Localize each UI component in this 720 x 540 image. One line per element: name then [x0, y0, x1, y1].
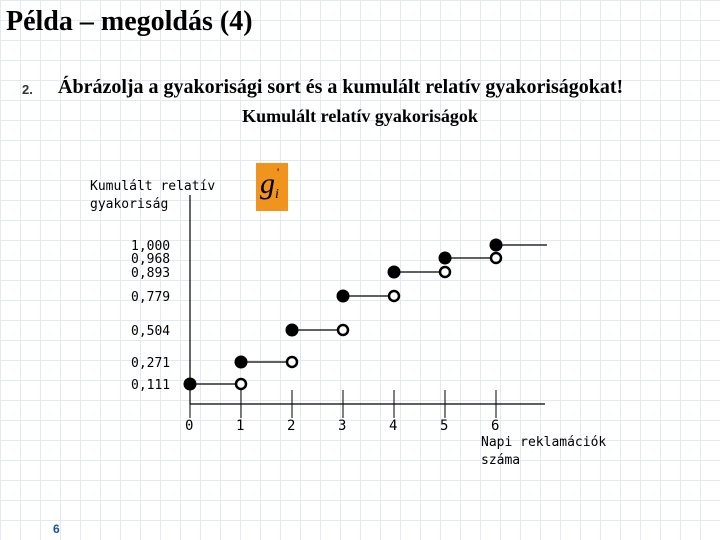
open-point	[234, 377, 248, 391]
y-tick-label: 1,000	[131, 239, 170, 254]
item-number: 2.	[22, 82, 33, 97]
closed-point	[183, 377, 197, 391]
formula-symbol-base: g	[260, 167, 275, 200]
open-point	[387, 289, 401, 303]
y-tick-label: 0,504	[131, 324, 170, 339]
y-tick-label: 0,779	[131, 290, 170, 305]
instruction-text: Ábrázolja a gyakorisági sort és a kumulá…	[58, 76, 624, 98]
formula-symbol-subscript: i	[275, 187, 279, 202]
y-tick-label: 0,893	[131, 266, 170, 281]
x-axis-label-line-2: száma	[481, 453, 520, 468]
chart-title: Kumulált relatív gyakoriságok	[0, 106, 720, 127]
closed-point	[387, 265, 401, 279]
x-tick-label: 0	[185, 418, 193, 434]
closed-point	[336, 289, 350, 303]
closed-point	[234, 355, 248, 369]
y-tick-label: 0,968	[131, 252, 170, 267]
open-point	[438, 265, 452, 279]
formula-symbol-prime: '	[277, 165, 280, 179]
x-axis-label-line-1: Napi reklamációk	[481, 435, 606, 450]
closed-point	[285, 323, 299, 337]
open-point	[285, 355, 299, 369]
x-tick-label: 1	[236, 418, 244, 434]
x-tick-label: 2	[287, 418, 295, 434]
x-tick-label: 6	[491, 418, 499, 434]
formula-symbol-box: g ' i	[256, 163, 288, 211]
y-tick-label: 0,111	[131, 378, 170, 393]
x-tick-label: 5	[440, 418, 448, 434]
closed-point	[438, 251, 452, 265]
page-number: 6	[53, 522, 60, 536]
open-point	[489, 251, 503, 265]
y-axis-label-line-1: Kumulált relatív	[90, 179, 215, 194]
open-point	[336, 323, 350, 337]
chart-title-text: Kumulált relatív gyakoriságok	[242, 106, 478, 126]
x-tick-label: 3	[338, 418, 346, 434]
x-tick-label: 4	[389, 418, 397, 434]
closed-point	[489, 238, 503, 252]
slide-title: Példa – megoldás (4)	[6, 6, 253, 37]
y-axis-label-line-2: gyakoriság	[90, 197, 168, 212]
y-tick-label: 0,271	[131, 356, 170, 371]
